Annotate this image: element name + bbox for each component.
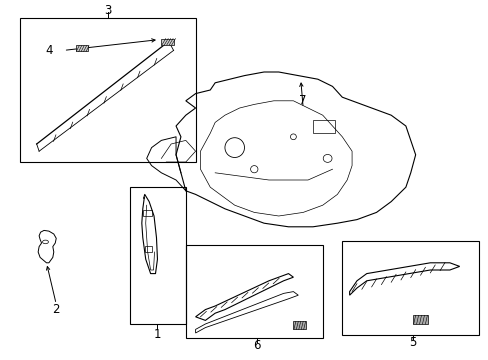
Bar [342,241,478,335]
Bar [412,315,427,324]
Text: 2: 2 [52,303,60,316]
Bar [293,321,305,329]
Bar [76,45,88,51]
Text: 1: 1 [153,328,161,341]
Bar [129,187,185,324]
Bar [143,210,152,216]
Bar [185,245,322,338]
Bar [20,18,195,162]
Text: 7: 7 [299,94,306,107]
Text: 5: 5 [408,336,416,348]
Bar [161,39,173,45]
Text: 6: 6 [252,339,260,352]
Text: 3: 3 [103,4,111,17]
Text: 4: 4 [45,44,53,57]
Bar [145,246,152,252]
Bar [312,120,334,133]
